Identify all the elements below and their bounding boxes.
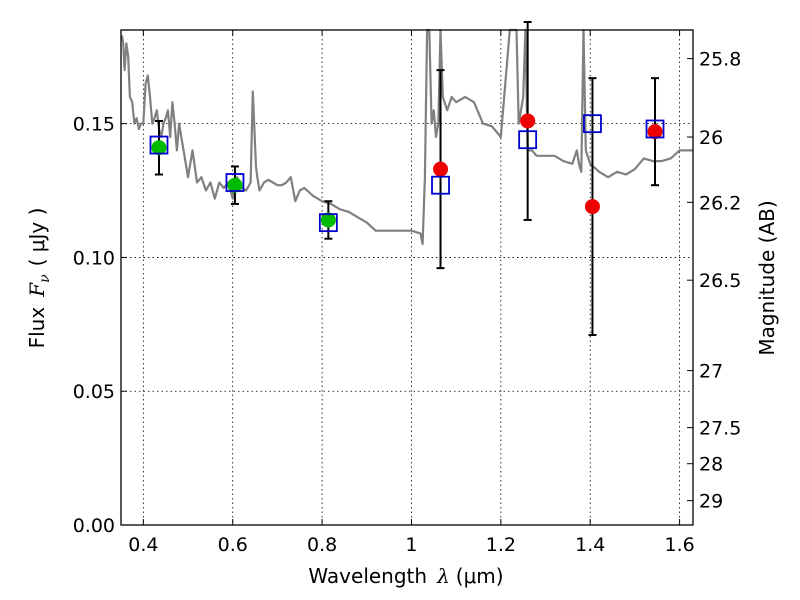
observed-point [151,140,167,156]
model-photometry-box [518,130,538,150]
x-tick-label: 1 [405,534,417,556]
plot-frame [120,29,694,526]
y2-axis-title: Magnitude (AB) [755,200,779,355]
model-photometry-box [225,173,245,192]
x-tick-label: 0.4 [128,534,158,556]
grid-lines [121,30,693,525]
y2-tick-label: 26.5 [699,270,741,292]
y2-tick-label: 26 [699,127,723,149]
observed-points [151,113,663,228]
x-tick-label: 1.4 [575,534,605,556]
y-tick-label: 0.00 [73,515,115,537]
model-photometry-box [583,114,602,134]
model-spectrum-line [120,28,693,246]
observed-point [647,124,663,140]
y2-tick-label: 28 [699,454,723,476]
model-photometry-box [645,119,665,139]
model-photometry-box [149,135,169,155]
axis-ticks: 0.4 0.6 0.8 1 1.2 1.4 1.6 0.00 0.05 0.10 0.15 25.8 2… [73,30,741,556]
y2-tick-label: 27 [699,361,723,383]
x-tick-label: 0.8 [307,534,337,556]
plot-area [120,20,693,337]
observed-point [584,199,600,215]
y2-tick-label: 27.5 [699,418,741,440]
y-axis-title: FluxFν( μJy ) [25,208,53,349]
model-photometry-box [431,175,450,195]
x-tick-label: 0.6 [218,534,248,556]
y-tick-label: 0.05 [73,381,115,403]
x-axis-title: Wavelength λ (μm) [308,564,503,588]
y-tick-label: 0.10 [73,247,115,269]
y-tick-label: 0.15 [73,114,115,136]
model-photometry-boxes [149,114,665,233]
observed-point [433,161,449,177]
observed-point [520,113,536,129]
x-tick-label: 1.2 [486,534,516,556]
x-tick-label: 1.6 [664,534,694,556]
observed-point [227,177,243,193]
observed-point [320,212,336,228]
y2-tick-label: 26.2 [699,192,741,214]
y2-tick-label: 25.8 [699,49,741,71]
y2-tick-label: 29 [699,491,723,513]
model-photometry-box [318,213,338,233]
